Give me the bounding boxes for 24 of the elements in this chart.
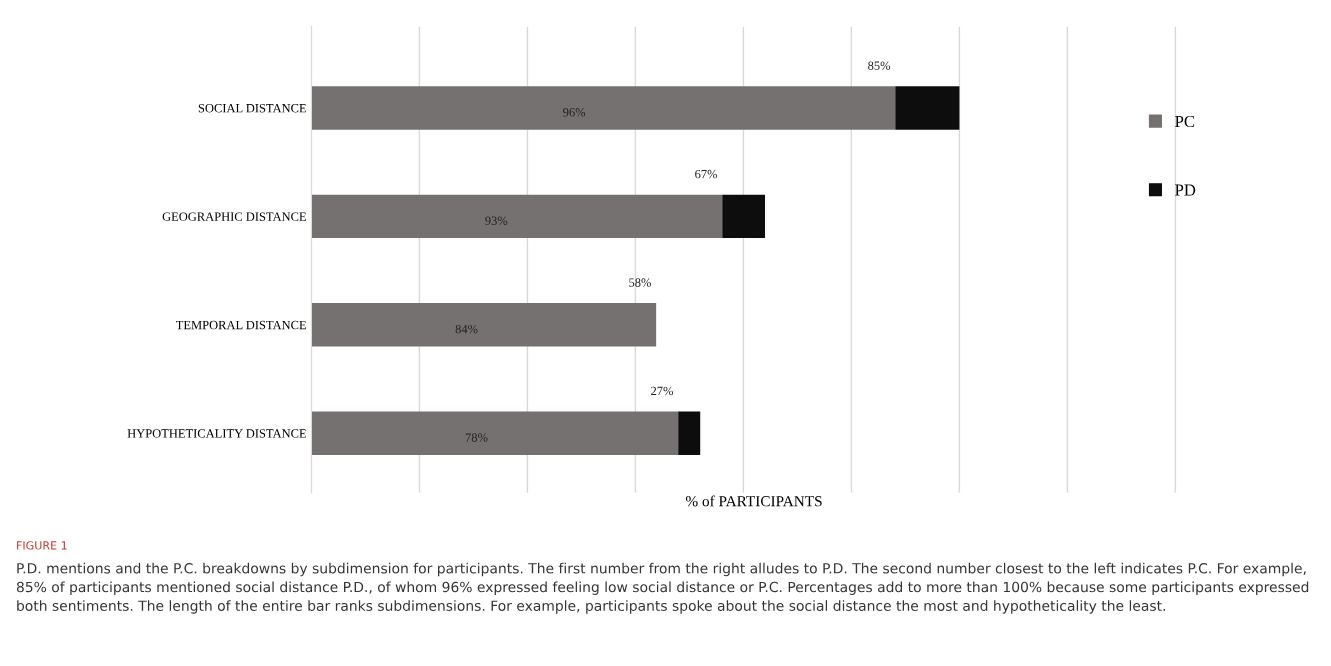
- y-tick-label: HYPOTHETICALITY DISTANCE: [127, 429, 306, 438]
- annotation: 27%: [651, 386, 674, 396]
- y-tick-label: TEMPORAL DISTANCE: [176, 320, 306, 330]
- annotation: 58%: [629, 278, 651, 287]
- legend-label: PC: [1175, 115, 1195, 128]
- text: P.D. mentions and the P.C. breakdowns by subdimension for participants. The first number from the right alludes to P.D. The second number closest to the left indicates P.C. For example, 85% of participants mentioned social distance P.D., of whom 96% expressed feeling low social distance or P.C. Percentages add to more than 100% because some participants expressed both sentiments. The length of the entire bar ranks subdimensions. For example, participants spoke about the social distance the most and hypotheticality the least.: [16, 562, 1309, 614]
- annotation: 93%: [485, 216, 508, 225]
- y-tick-label: SOCIAL DISTANCE: [198, 104, 306, 113]
- bar: [311, 411, 679, 455]
- text: FIGURE 1: [17, 541, 67, 550]
- x-axis-title: % of PARTICIPANTS: [685, 495, 822, 507]
- annotation: 96%: [563, 108, 586, 117]
- bar: [311, 86, 896, 130]
- bar: [722, 194, 766, 239]
- annotation: 85%: [868, 61, 891, 70]
- bar: [311, 303, 657, 347]
- bar: [311, 194, 723, 239]
- y-tick-label: GEOGRAPHIC DISTANCE: [162, 212, 306, 221]
- annotation: 84%: [455, 324, 478, 334]
- annotation: 78%: [465, 433, 488, 442]
- bar: [678, 411, 701, 455]
- bar: [895, 86, 960, 130]
- legend-label: PD: [1175, 184, 1196, 196]
- annotation: 67%: [695, 169, 718, 179]
